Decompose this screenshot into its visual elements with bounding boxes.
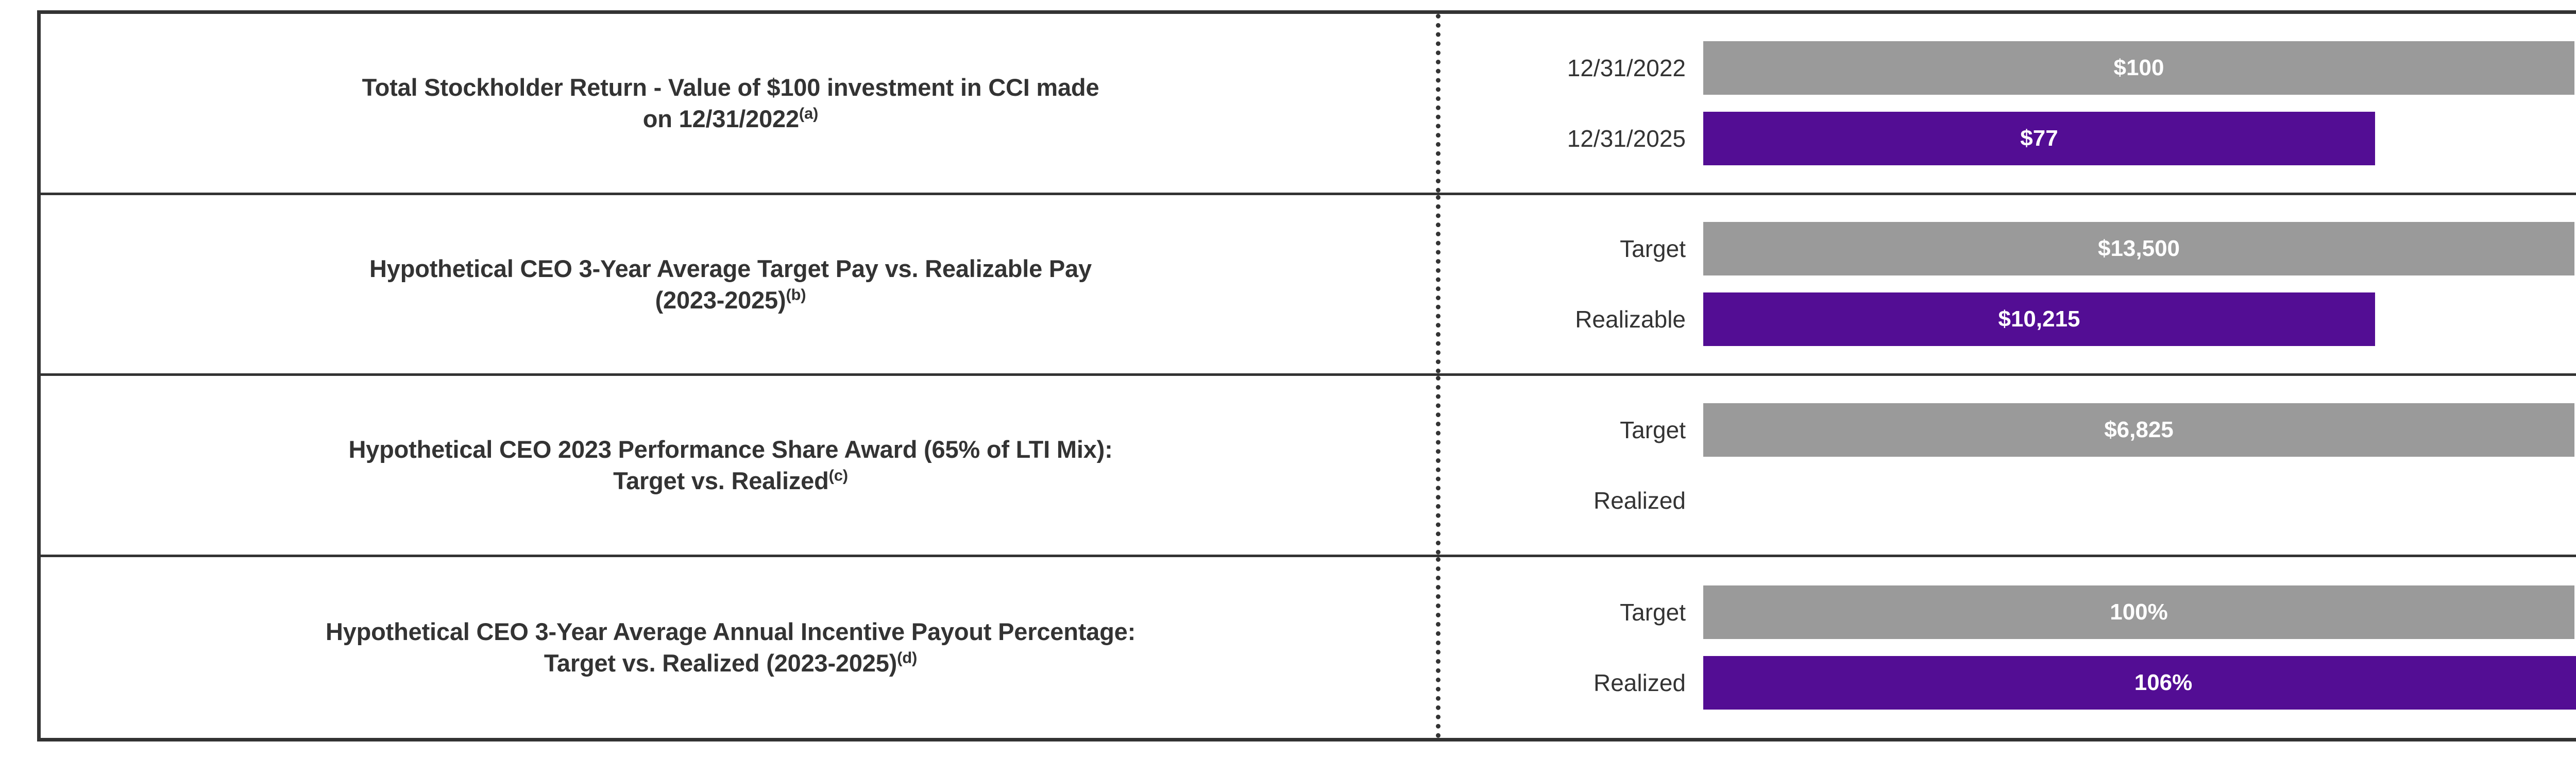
- dotted-divider: [1436, 14, 1440, 193]
- row-description-line2: Target vs. Realized: [613, 467, 829, 495]
- footnote-marker: (c): [828, 466, 848, 485]
- bar-category-label: Target: [1620, 416, 1686, 443]
- footnote-marker: (a): [799, 104, 819, 123]
- bar-value-label: $10,215: [1998, 306, 2080, 332]
- bar-category-label: Target: [1620, 598, 1686, 626]
- bar-group: Target $13,500 Realizable $10,215: [1420, 195, 2576, 374]
- dotted-divider: [1436, 195, 1440, 373]
- dotted-divider: [1436, 376, 1440, 555]
- row-description-cell: Total Stockholder Return - Value of $100…: [41, 14, 1420, 193]
- bar-category-label: Target: [1620, 235, 1686, 263]
- row-description-line1: Hypothetical CEO 3-Year Average Target P…: [369, 254, 1092, 282]
- footnote-marker: (b): [786, 285, 806, 304]
- dotted-divider: [1436, 557, 1440, 738]
- actual-bar: $77: [1703, 111, 2375, 165]
- table-row: Total Stockholder Return - Value of $100…: [41, 14, 2576, 195]
- bar-value-label: 100%: [2110, 599, 2168, 625]
- bar-row: Realized 106%: [1420, 656, 2576, 710]
- row-description-text: Hypothetical CEO 3-Year Average Target P…: [369, 253, 1092, 316]
- row-description-line2: Target vs. Realized (2023-2025): [544, 649, 897, 677]
- bar-category-label: Realized: [1594, 487, 1686, 514]
- row-description-cell: Hypothetical CEO 2023 Performance Share …: [41, 376, 1420, 555]
- bar-category-label: Realized: [1594, 669, 1686, 696]
- row-chart-cell: Target 100% Realized 106%: [1420, 557, 2576, 738]
- pay-performance-table: Total Stockholder Return - Value of $100…: [37, 10, 2576, 741]
- row-description-cell: Hypothetical CEO 3-Year Average Target P…: [41, 195, 1420, 374]
- bar-value-label: $100: [2113, 55, 2164, 80]
- bar-value-label: $77: [2020, 125, 2058, 151]
- actual-bar: $10,215: [1703, 292, 2375, 347]
- target-bar: $13,500: [1703, 222, 2574, 276]
- bar-row: Realized: [1420, 474, 2576, 527]
- bar-value-label: $6,825: [2104, 417, 2174, 442]
- row-description-text: Hypothetical CEO 2023 Performance Share …: [348, 434, 1112, 496]
- row-description-line1: Hypothetical CEO 2023 Performance Share …: [348, 436, 1113, 463]
- row-description-line1: Total Stockholder Return - Value of $100…: [362, 74, 1099, 101]
- bar-row: Realizable $10,215: [1420, 292, 2576, 347]
- bar-category-label: Realizable: [1575, 306, 1686, 333]
- footnote-marker: (d): [897, 648, 918, 667]
- table-row: Hypothetical CEO 3-Year Average Target P…: [41, 195, 2576, 376]
- bar-row: 12/31/2022 $100: [1420, 41, 2576, 95]
- row-description-cell: Hypothetical CEO 3-Year Average Annual I…: [41, 557, 1420, 738]
- bar-group: Target 100% Realized 106%: [1420, 557, 2576, 738]
- bar-category-label: 12/31/2025: [1567, 125, 1686, 152]
- table-row: Hypothetical CEO 3-Year Average Annual I…: [41, 557, 2576, 738]
- row-description-text: Hypothetical CEO 3-Year Average Annual I…: [326, 616, 1136, 679]
- bar-group: Target $6,825 Realized: [1420, 376, 2576, 555]
- bar-value-label: 106%: [2134, 669, 2193, 695]
- target-bar: $100: [1703, 41, 2574, 95]
- actual-bar: 106%: [1703, 656, 2576, 710]
- bar-row: Target $6,825: [1420, 403, 2576, 457]
- row-chart-cell: 12/31/2022 $100 12/31/2025 $77: [1420, 14, 2576, 193]
- row-description-line2: on 12/31/2022: [642, 105, 799, 133]
- table-row: Hypothetical CEO 2023 Performance Share …: [41, 376, 2576, 557]
- row-description-text: Total Stockholder Return - Value of $100…: [362, 72, 1099, 134]
- bar-category-label: 12/31/2022: [1567, 54, 1686, 81]
- row-description-line2: (2023-2025): [655, 286, 786, 314]
- bar-row: 12/31/2025 $77: [1420, 111, 2576, 165]
- bar-group: 12/31/2022 $100 12/31/2025 $77: [1420, 14, 2576, 193]
- target-bar: $6,825: [1703, 403, 2574, 457]
- row-chart-cell: Target $13,500 Realizable $10,215: [1420, 195, 2576, 374]
- row-chart-cell: Target $6,825 Realized: [1420, 376, 2576, 555]
- bar-row: Target 100%: [1420, 585, 2576, 639]
- row-description-line1: Hypothetical CEO 3-Year Average Annual I…: [325, 618, 1136, 646]
- bar-row: Target $13,500: [1420, 222, 2576, 276]
- target-bar: 100%: [1703, 585, 2574, 639]
- bar-value-label: $13,500: [2097, 236, 2180, 262]
